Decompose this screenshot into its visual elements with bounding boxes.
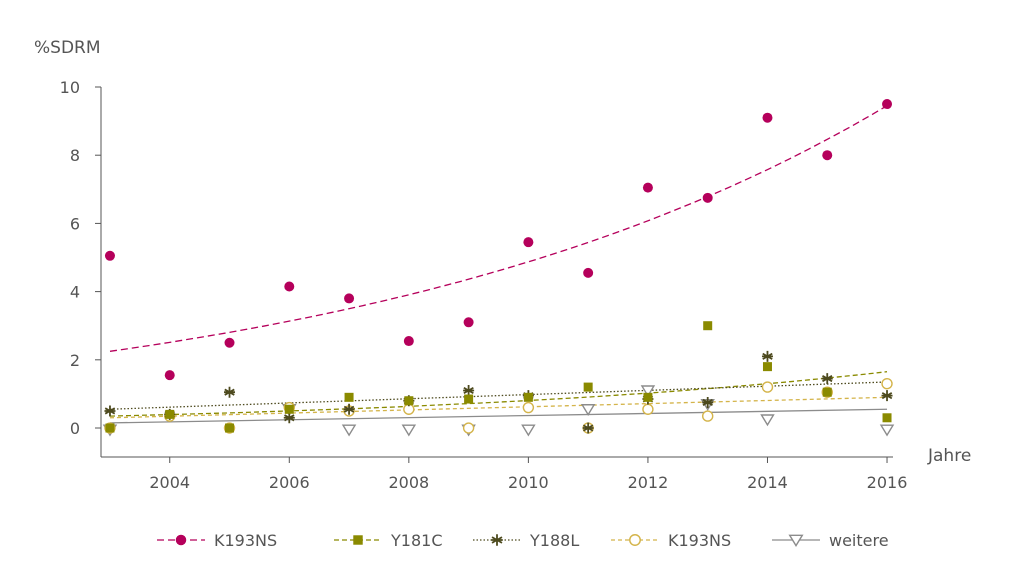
marker-asterisk [881,390,893,402]
marker-filled-circle [702,192,713,203]
marker-filled-square [105,423,115,433]
marker-filled-square [583,382,593,392]
legend-label: K193NS [668,531,731,550]
x-tick-label: 2012 [628,473,669,492]
x-tick-label: 2006 [269,473,310,492]
marker-filled-circle [403,336,414,347]
legend-label: K193NS [214,531,277,550]
marker-filled-circle [284,281,295,292]
y-tick-label: 2 [70,351,80,370]
marker-filled-circle [642,182,653,193]
marker-asterisk [582,422,594,434]
y-tick-label: 10 [60,78,80,97]
trendlines [109,105,888,424]
trendline-3 [109,396,888,419]
marker-filled-square [703,321,713,331]
x-tick-label: 2004 [149,473,190,492]
marker-filled-circle [104,250,115,261]
x-tick-label: 2010 [508,473,549,492]
marker-filled-square [344,392,354,402]
marker-asterisk [463,385,475,397]
marker-asterisk [224,386,236,398]
marker-filled-square [404,396,414,406]
axes: 0 2 4 6 8 10 2004 2006 2008 2010 2012 2014 2016 [60,78,908,492]
marker-filled-circle [224,337,235,348]
legend-label: Y188L [529,531,579,550]
marker-asterisk [491,534,503,546]
marker-filled-square [464,394,474,404]
marker-asterisk [104,405,116,417]
x-tick-label: 2008 [388,473,429,492]
marker-filled-circle [463,317,474,328]
marker-open-triangle [760,414,775,427]
marker-filled-circle [882,99,893,110]
x-tick-label: 2016 [867,473,908,492]
marker-filled-circle [175,534,187,546]
trendline-4 [109,408,888,424]
marker-filled-circle [762,112,773,123]
marker-filled-square [225,423,235,433]
marker-asterisk [283,412,295,424]
marker-filled-square [353,535,363,545]
marker-filled-square [165,409,175,419]
marker-open-triangle [788,534,804,548]
marker-filled-square [643,392,653,402]
x-axis-label: Jahre [927,446,971,466]
marker-filled-square [822,387,832,397]
marker-open-triangle [640,385,656,398]
y-tick-label: 4 [70,283,80,302]
trendline-0 [109,105,888,352]
marker-filled-circle [523,237,534,248]
marker-filled-circle [164,370,175,381]
marker-open-circle [761,381,774,393]
y-tick-label: 8 [70,146,80,165]
trendline-1 [109,371,888,417]
marker-open-circle [881,377,893,390]
y-axis-label: %SDRM [34,38,101,58]
legend-label: Y181C [390,531,442,550]
marker-asterisk [343,403,355,415]
marker-asterisk [702,396,714,408]
marker-open-triangle [401,424,417,437]
marker-open-circle [629,534,641,546]
marker-filled-circle [583,267,594,278]
marker-asterisk [821,373,833,385]
marker-open-circle [462,422,475,434]
marker-open-triangle [341,424,357,437]
marker-open-triangle [521,424,536,437]
marker-open-triangle [879,424,895,437]
marker-filled-square [523,392,533,402]
x-tick-label: 2014 [747,473,788,492]
marker-asterisk [761,350,773,362]
trendline-2 [109,381,888,410]
marker-filled-circle [822,150,833,161]
marker-filled-square [284,404,294,414]
y-tick-label: 0 [70,419,80,438]
marker-filled-square [762,362,772,372]
marker-filled-circle [344,293,355,304]
marker-filled-square [882,413,892,423]
legend: K193NS Y181C Y188L K193NS weitere [157,531,889,550]
marker-open-circle [642,403,654,415]
y-tick-label: 6 [70,214,80,233]
marker-open-triangle [580,404,596,417]
data-points [102,99,895,437]
legend-label: weitere [829,531,889,550]
marker-open-circle [522,401,535,414]
marker-open-circle [702,410,714,422]
